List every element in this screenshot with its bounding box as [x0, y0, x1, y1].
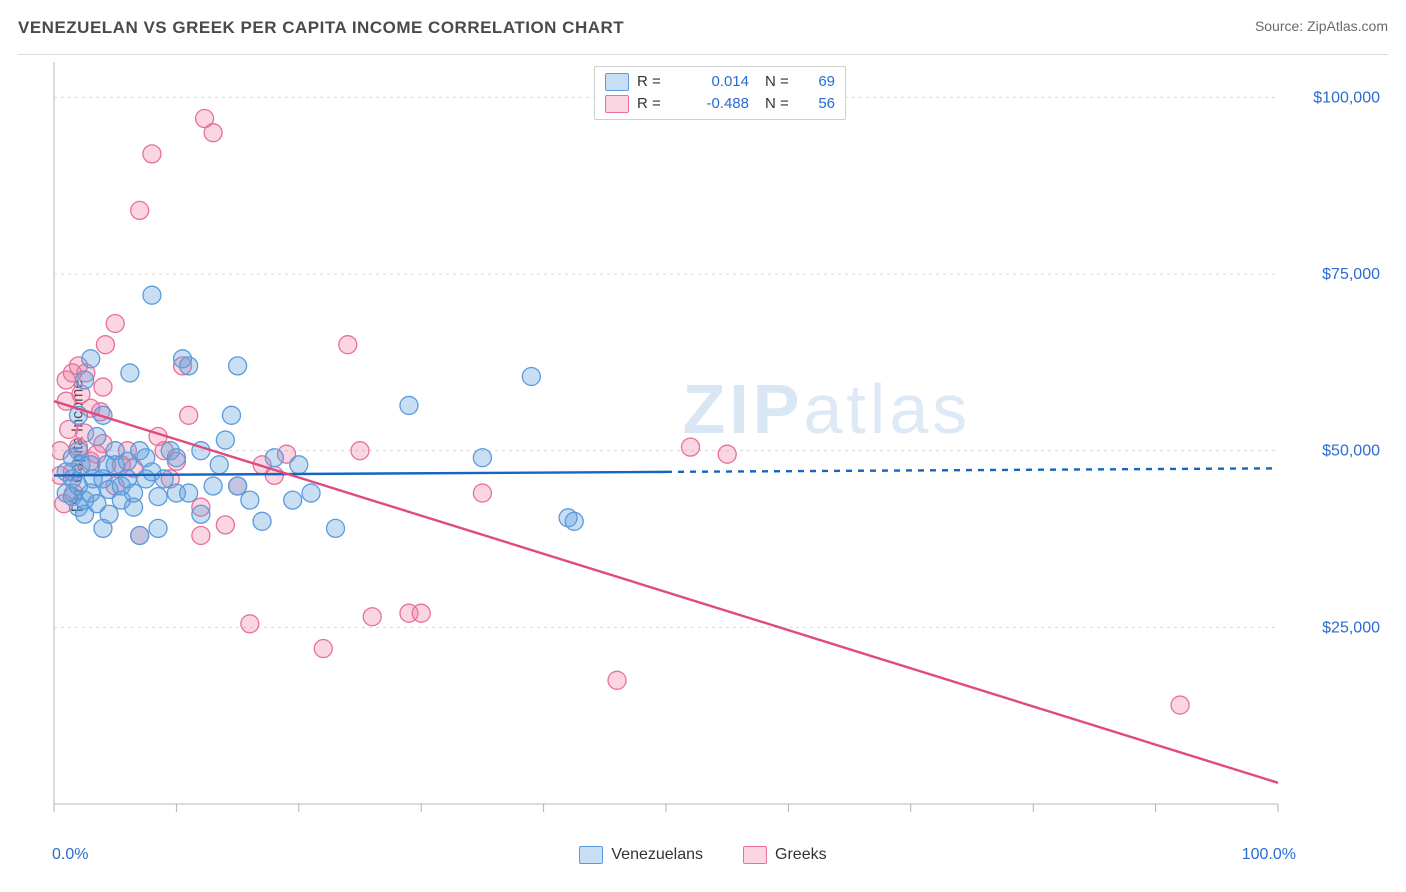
r-label: R =: [637, 93, 671, 115]
y-tick-label: $25,000: [1322, 619, 1380, 636]
data-point-venezuelans: [76, 371, 94, 389]
data-point-venezuelans: [143, 286, 161, 304]
data-point-greeks: [412, 604, 430, 622]
data-point-greeks: [608, 671, 626, 689]
n-label: N =: [765, 71, 797, 93]
data-point-venezuelans: [167, 449, 185, 467]
data-point-greeks: [681, 438, 699, 456]
data-point-venezuelans: [88, 428, 106, 446]
data-point-venezuelans: [302, 484, 320, 502]
data-point-venezuelans: [155, 470, 173, 488]
series-legend-item-venezuelans: Venezuelans: [579, 846, 703, 864]
series-legend: Venezuelans Greeks: [0, 846, 1406, 864]
data-point-venezuelans: [229, 477, 247, 495]
data-point-greeks: [106, 314, 124, 332]
n-label: N =: [765, 93, 797, 115]
data-point-venezuelans: [180, 484, 198, 502]
data-point-venezuelans: [125, 484, 143, 502]
data-point-venezuelans: [327, 519, 345, 537]
n-value-venezuelans: 69: [805, 71, 835, 93]
data-point-venezuelans: [149, 519, 167, 537]
source-label: Source: ZipAtlas.com: [1255, 18, 1388, 34]
legend-swatch-venezuelans: [579, 846, 603, 864]
data-point-venezuelans: [522, 367, 540, 385]
data-point-venezuelans: [241, 491, 259, 509]
plot-area: $25,000 $50,000 $75,000 $100,000 ZIPatlas R …: [52, 60, 1388, 832]
data-point-venezuelans: [473, 449, 491, 467]
legend-swatch-greeks: [605, 95, 629, 113]
n-value-greeks: 56: [805, 93, 835, 115]
data-point-venezuelans: [290, 456, 308, 474]
data-point-greeks: [216, 516, 234, 534]
data-point-greeks: [192, 526, 210, 544]
watermark: ZIPatlas: [682, 371, 971, 449]
scatter-plot: $25,000 $50,000 $75,000 $100,000 ZIPatlas: [52, 60, 1388, 832]
data-point-venezuelans: [192, 505, 210, 523]
data-point-greeks: [94, 378, 112, 396]
data-point-venezuelans: [229, 357, 247, 375]
data-point-venezuelans: [400, 396, 418, 414]
data-point-venezuelans: [565, 512, 583, 530]
data-point-greeks: [131, 201, 149, 219]
series-legend-item-greeks: Greeks: [743, 846, 827, 864]
trendline-venezuelans-ext: [666, 468, 1278, 472]
r-value-venezuelans: 0.014: [679, 71, 749, 93]
data-point-venezuelans: [265, 449, 283, 467]
data-point-venezuelans: [82, 350, 100, 368]
data-point-venezuelans: [121, 364, 139, 382]
data-point-greeks: [473, 484, 491, 502]
series-legend-label-greeks: Greeks: [775, 846, 827, 864]
r-value-greeks: -0.488: [679, 93, 749, 115]
data-point-greeks: [1171, 696, 1189, 714]
data-point-venezuelans: [204, 477, 222, 495]
data-point-greeks: [314, 640, 332, 658]
data-point-venezuelans: [210, 456, 228, 474]
data-point-venezuelans: [284, 491, 302, 509]
data-point-greeks: [180, 406, 198, 424]
trendline-greeks: [54, 401, 1278, 783]
data-point-greeks: [96, 336, 114, 354]
legend-swatch-venezuelans: [605, 73, 629, 91]
chart-title: VENEZUELAN VS GREEK PER CAPITA INCOME CO…: [18, 18, 624, 38]
data-point-venezuelans: [149, 488, 167, 506]
data-point-venezuelans: [222, 406, 240, 424]
y-tick-label: $75,000: [1322, 266, 1380, 283]
y-tick-label: $50,000: [1322, 443, 1380, 460]
stat-legend-row-venezuelans: R = 0.014 N = 69: [605, 71, 835, 93]
legend-swatch-greeks: [743, 846, 767, 864]
y-tick-label: $100,000: [1313, 89, 1380, 106]
data-point-greeks: [204, 124, 222, 142]
data-point-venezuelans: [100, 505, 118, 523]
data-point-greeks: [351, 442, 369, 460]
data-point-greeks: [143, 145, 161, 163]
stat-legend-row-greeks: R = -0.488 N = 56: [605, 93, 835, 115]
stat-legend-box: R = 0.014 N = 69 R = -0.488 N = 56: [594, 66, 846, 120]
r-label: R =: [637, 71, 671, 93]
data-point-venezuelans: [253, 512, 271, 530]
data-point-greeks: [241, 615, 259, 633]
data-point-greeks: [339, 336, 357, 354]
data-point-greeks: [718, 445, 736, 463]
series-legend-label-venezuelans: Venezuelans: [611, 846, 703, 864]
data-point-venezuelans: [131, 526, 149, 544]
data-point-greeks: [363, 608, 381, 626]
data-point-venezuelans: [180, 357, 198, 375]
data-point-venezuelans: [216, 431, 234, 449]
